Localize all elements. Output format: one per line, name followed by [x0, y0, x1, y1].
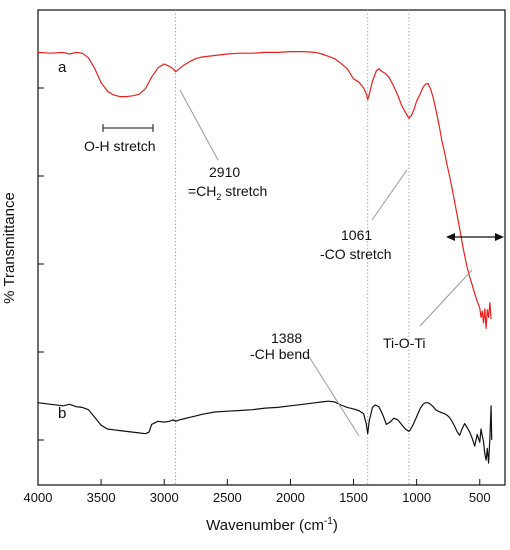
series-layer [37, 51, 493, 464]
annotation-oh-stretch: O-H stretch [84, 124, 156, 154]
x-tick-label: 1000 [402, 490, 431, 505]
plot-area [37, 9, 506, 486]
x-title-tail: ) [333, 517, 338, 534]
x-axis-title: Wavenumber (cm-1) [206, 516, 338, 534]
x-tick-label: 4000 [24, 490, 53, 505]
x-title-main: Wavenumber (cm [206, 517, 324, 534]
ch-leader [307, 354, 360, 437]
ch2-tail: stretch [221, 183, 267, 199]
series-label-b: b [58, 405, 66, 422]
x-tick-label: 2500 [213, 490, 242, 505]
ti-o-ti-leader [419, 269, 473, 327]
y-axis-marks [38, 87, 44, 441]
co-wavenumber: 1061 [341, 227, 372, 243]
x-tick-label: 3500 [87, 490, 116, 505]
oh-stretch-label: O-H stretch [84, 138, 156, 154]
ch2-leader [179, 89, 219, 161]
reference-lines [175, 10, 410, 485]
series-line-a [37, 51, 492, 329]
x-tick-label: 500 [469, 490, 491, 505]
ti-o-ti-label: Ti-O-Ti [383, 335, 426, 351]
ch2-subscript: 2 [216, 192, 221, 202]
ch-bend-label: -CH bend [250, 346, 310, 362]
x-tick-label: 1500 [339, 490, 368, 505]
x-title-sup: -1 [324, 516, 333, 527]
ch2-wavenumber: 2910 [209, 164, 240, 180]
co-stretch-label: -CO stretch [320, 246, 392, 262]
arrow-left-icon [446, 233, 455, 241]
ch-wavenumber: 1388 [271, 330, 302, 346]
y-axis-title: % Transmittance [1, 192, 18, 304]
co-leader [371, 169, 408, 221]
annotation-ti-o-ti: Ti-O-Ti [383, 233, 504, 351]
ch2-stretch-label: =CH2 stretch [188, 183, 267, 202]
x-tick-label: 2000 [276, 490, 305, 505]
annotation-ch-bend: 1388 -CH bend [250, 330, 360, 437]
arrow-right-icon [495, 233, 504, 241]
series-label-a: a [58, 59, 67, 76]
annotation-ch2-stretch: 2910 =CH2 stretch [179, 89, 267, 202]
series-line-b [37, 400, 493, 464]
ch2-text: =CH [188, 183, 216, 199]
x-axis-ticks: 4000 3500 3000 2500 2000 1500 1000 500 [24, 479, 491, 505]
x-tick-label: 3000 [150, 490, 179, 505]
annotation-co-stretch: 1061 -CO stretch [320, 169, 408, 262]
